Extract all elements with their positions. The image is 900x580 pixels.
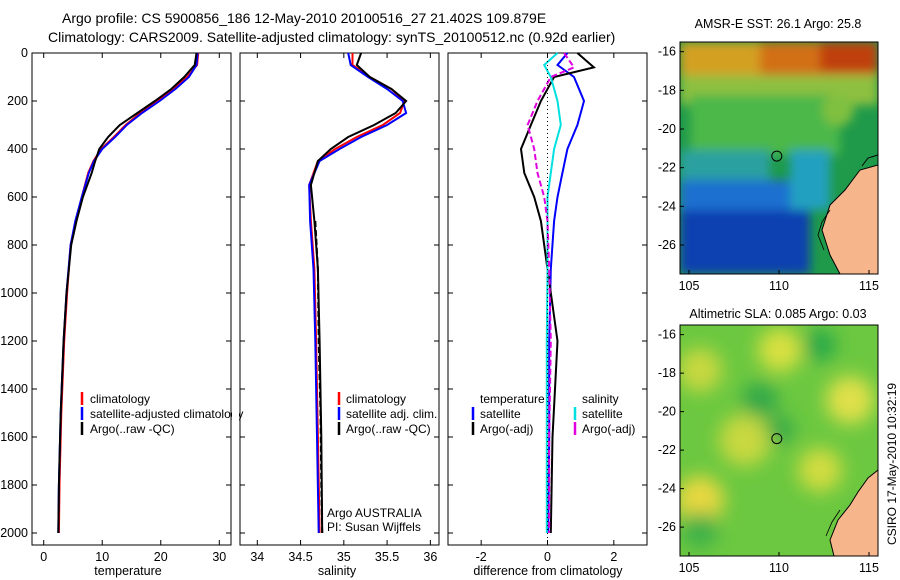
sst-map-title: AMSR-E SST: 26.1 Argo: 25.8 xyxy=(695,17,862,31)
depth-tick-label-3: 600 xyxy=(7,190,28,204)
legend-temp-argo: Argo(-adj) xyxy=(480,422,533,436)
depth-tick-label-0: 0 xyxy=(21,46,28,60)
sla-argo-position-marker xyxy=(771,433,783,445)
difference-xtick-label-0: -2 xyxy=(476,550,487,564)
salinity-xtick-label-3: 35.5 xyxy=(375,550,399,564)
depth-tick-label-4: 800 xyxy=(7,238,28,252)
difference-legend: temperature satellite Argo(-adj) salinit… xyxy=(471,392,635,436)
difference-plot: -2 0 2 xyxy=(448,52,647,564)
sst-coast-north xyxy=(861,154,878,167)
sla-coast-island xyxy=(825,509,841,537)
sst_map-xtick-label-1: 110 xyxy=(769,279,789,293)
sst_map-ytick-label-4: -24 xyxy=(658,199,676,213)
legend-clip-gap xyxy=(232,400,239,425)
legend-sal-adj: Argo(-adj) xyxy=(582,422,635,436)
depth-tick-label-5: 1000 xyxy=(0,286,28,300)
difference-series-2 xyxy=(542,52,562,533)
salinity-series-1 xyxy=(308,52,408,534)
sla-field xyxy=(680,328,878,548)
sst-field xyxy=(680,42,878,274)
temperature-legend: climatology satellite-adjusted climatolo… xyxy=(80,392,243,436)
header-line-1: Argo profile: CS 5900856_186 12-May-2010… xyxy=(62,10,546,26)
depth-tick-label-2: 400 xyxy=(7,142,28,156)
legend-salinity-heading: salinity xyxy=(582,392,619,406)
sst_map-ytick-label-3: -22 xyxy=(658,161,676,175)
legend-temp-satellite: satellite xyxy=(480,407,521,421)
temperature-plot: 0 10 20 30 xyxy=(32,52,231,564)
sla_map-ytick-label-3: -22 xyxy=(658,443,676,457)
sla_map-xtick-label-2: 115 xyxy=(859,561,879,575)
header-line-2: Climatology: CARS2009. Satellite-adjuste… xyxy=(48,29,615,45)
legend-sal-sat: satellite xyxy=(582,407,623,421)
sla-map-title: Altimetric SLA: 0.085 Argo: 0.03 xyxy=(689,307,866,321)
salinity-series-3 xyxy=(314,220,324,534)
legend-sal-climatology: climatology xyxy=(346,392,406,406)
sst-coast-island xyxy=(817,209,831,251)
temperature-series-2 xyxy=(57,52,198,534)
sla_map-ytick-label-4: -24 xyxy=(658,482,676,496)
temperature-xtick-label-1: 10 xyxy=(95,550,109,564)
sst_map-ytick-label-0: -16 xyxy=(658,45,676,59)
difference-xtick-label-2: 2 xyxy=(610,550,617,564)
temperature-xtick-label-2: 20 xyxy=(154,550,168,564)
sla-map xyxy=(680,325,878,556)
depth-axis: 0 200 400 600 800 1000 1200 1400 1600 1800 2000 xyxy=(0,46,28,540)
legend-satellite-adjusted: satellite-adjusted climatology xyxy=(90,407,243,421)
depth-tick-label-1: 200 xyxy=(7,94,28,108)
sst-argo-position-marker xyxy=(771,150,783,162)
sst_map-ytick-label-5: -26 xyxy=(658,238,676,252)
difference-series-1 xyxy=(519,52,597,534)
salinity-plot: 34 34.5 35 35.5 36 xyxy=(240,52,439,564)
difference-x-label: difference from climatology xyxy=(473,564,623,578)
legend-sal-satellite: satellite adj. clim. xyxy=(346,407,437,421)
temperature-x-label: temperature xyxy=(94,564,161,578)
sla_map-xtick-label-1: 110 xyxy=(769,561,789,575)
sla_map-ytick-label-0: -16 xyxy=(658,328,676,342)
depth-tick-label-8: 1600 xyxy=(0,430,28,444)
sst_map-xtick-label-2: 115 xyxy=(859,279,879,293)
map-axes: 105 110 115 -16 -18 -20 -22 -24 -26 105 110 115 -16 -… xyxy=(658,45,879,575)
sla_map-ytick-label-5: -26 xyxy=(658,520,676,534)
sla-land xyxy=(829,469,878,556)
sla_map-xtick-label-0: 105 xyxy=(679,561,700,575)
legend-climatology: climatology xyxy=(90,392,150,406)
salinity-x-label: salinity xyxy=(318,564,357,578)
salinity-xtick-label-2: 35 xyxy=(337,550,351,564)
difference-xtick-label-1: 0 xyxy=(544,550,551,564)
legend-argo: Argo(..raw -QC) xyxy=(90,422,175,436)
temperature-xtick-label-0: 0 xyxy=(40,550,47,564)
side-timestamp: CSIRO 17-May-2010 10:32:19 xyxy=(885,383,899,545)
depth-tick-label-6: 1200 xyxy=(0,334,28,348)
temperature-xtick-label-3: 30 xyxy=(212,550,226,564)
salinity-xtick-label-4: 36 xyxy=(423,550,437,564)
depth-tick-label-7: 1400 xyxy=(0,382,28,396)
legend-temperature-heading: temperature xyxy=(480,392,545,406)
sla_map-ytick-label-2: -20 xyxy=(658,405,676,419)
salinity-plot-frame xyxy=(239,52,440,546)
sst_map-xtick-label-0: 105 xyxy=(679,279,700,293)
credit-pi: PI: Susan Wijffels xyxy=(327,520,421,534)
difference-series-0 xyxy=(547,52,586,534)
sla_map-ytick-label-1: -18 xyxy=(658,366,676,380)
sst-map xyxy=(680,42,878,274)
salinity-xtick-label-0: 34 xyxy=(250,550,264,564)
sst_map-ytick-label-1: -18 xyxy=(658,83,676,97)
depth-tick-label-9: 1800 xyxy=(0,478,28,492)
sst_map-ytick-label-2: -20 xyxy=(658,122,676,136)
depth-tick-label-10: 2000 xyxy=(0,526,28,540)
sst-land xyxy=(821,164,878,274)
salinity-xtick-label-1: 34.5 xyxy=(288,550,312,564)
salinity-legend: climatology satellite adj. clim. Argo(..… xyxy=(337,392,437,436)
difference-series-3 xyxy=(526,52,576,533)
temperature-plot-frame xyxy=(31,52,232,546)
legend-sal-argo: Argo(..raw -QC) xyxy=(346,422,431,436)
credit-argo-australia: Argo AUSTRALIA xyxy=(327,506,422,520)
